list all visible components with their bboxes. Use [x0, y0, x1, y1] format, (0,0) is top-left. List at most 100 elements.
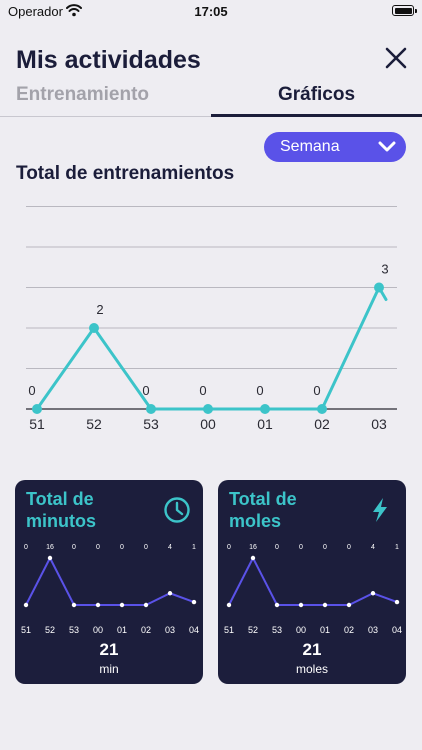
mini-data-point	[298, 602, 304, 608]
minutes-total: 21	[99, 640, 119, 659]
mini-x-tick-label: 04	[392, 625, 402, 635]
mini-data-point	[346, 602, 352, 608]
mini-data-label: 0	[227, 544, 231, 551]
series-line-tail	[377, 286, 388, 301]
x-tick-label: 00	[200, 416, 216, 432]
mini-data-point	[274, 602, 280, 608]
mini-data-label: 1	[395, 544, 399, 551]
data-label: 0	[142, 383, 149, 398]
x-tick-label: 02	[314, 416, 330, 432]
mini-data-point	[71, 602, 77, 608]
mini-x-tick-label: 01	[117, 625, 127, 635]
mini-data-label: 4	[168, 544, 172, 551]
mini-data-label: 0	[347, 544, 351, 551]
mini-data-label: 0	[24, 544, 28, 551]
mini-data-point	[95, 602, 101, 608]
mini-data-label: 16	[249, 544, 257, 551]
data-label: 0	[256, 383, 263, 398]
mini-data-point	[167, 591, 173, 596]
mini-data-label: 1	[192, 544, 196, 551]
x-tick-label: 01	[257, 416, 273, 432]
close-button[interactable]	[380, 42, 412, 74]
mini-data-point	[47, 555, 53, 561]
minutes-card[interactable]: Total de minutos 0 51 16 52 0 53 0 00 0 01 0 02 4 03 1…	[15, 480, 203, 684]
mini-data-label: 0	[275, 544, 279, 551]
mini-series-line	[228, 555, 398, 606]
mini-data-label: 0	[96, 544, 100, 551]
chart-x-ticks: 51 52 53 00 01 02 03	[29, 416, 387, 432]
chart-series: 0 2 0 0 0 0 3	[28, 262, 389, 414]
minutes-card-title-line2: minutos	[26, 511, 96, 531]
minutes-unit: min	[99, 662, 119, 676]
mini-data-label: 0	[299, 544, 303, 551]
x-tick-label: 52	[86, 416, 102, 432]
mini-data-label: 0	[72, 544, 76, 551]
mini-data-point	[119, 602, 125, 608]
mini-data-point	[322, 602, 328, 608]
data-label: 0	[313, 383, 320, 398]
tab-entrenamiento-label: Entrenamiento	[16, 84, 150, 105]
data-label: 0	[199, 383, 206, 398]
chart-grid	[26, 206, 397, 410]
mini-data-label: 16	[46, 544, 54, 551]
data-label: 0	[28, 383, 35, 398]
mini-x-tick-label: 02	[141, 625, 151, 635]
workouts-line-chart: 020 0 0 03 51 52 53 00 01 02 03	[26, 206, 397, 432]
mini-x-tick-label: 53	[272, 625, 282, 635]
mini-x-tick-label: 01	[320, 625, 330, 635]
moles-card[interactable]: Total de moles 0 51 16 52 0 53 0 00 0 01 0 02 4 03 1 04…	[218, 480, 406, 684]
status-bar: Operador 17:05	[0, 0, 422, 22]
battery-icon	[392, 5, 417, 16]
mini-data-point	[250, 555, 256, 561]
data-label: 2	[96, 302, 103, 317]
moles-card-title-line1: Total de	[229, 489, 297, 509]
moles-unit: moles	[295, 662, 328, 676]
tab-graficos-label: Gráficos	[277, 84, 356, 105]
mini-data-point	[23, 602, 29, 608]
wifi-icon	[66, 3, 82, 22]
mini-data-point	[370, 591, 376, 596]
tab-graficos[interactable]: Gráficos	[211, 82, 422, 117]
moles-card-title-line2: moles	[229, 511, 282, 531]
mini-data-label: 0	[323, 544, 327, 551]
close-icon	[385, 47, 407, 69]
mini-data-label: 4	[371, 544, 375, 551]
page-title: Mis actividades	[16, 46, 201, 74]
mini-x-tick-label: 04	[189, 625, 199, 635]
x-tick-label: 03	[371, 416, 387, 432]
clock-icon	[164, 497, 190, 523]
section-title: Total de entrenamientos	[16, 163, 235, 184]
mini-x-tick-label: 00	[296, 625, 306, 635]
tab-entrenamiento[interactable]: Entrenamiento	[16, 82, 206, 116]
mini-data-point	[143, 602, 149, 608]
x-tick-label: 51	[29, 416, 45, 432]
period-select-value: Semana	[280, 138, 340, 155]
moles-card-title: Total de moles	[229, 488, 359, 532]
moles-total: 21	[302, 640, 322, 659]
mini-series-line	[25, 555, 195, 606]
chevron-down-icon	[378, 141, 396, 152]
data-point	[89, 323, 99, 333]
data-point	[317, 404, 327, 414]
active-tab-indicator	[211, 114, 422, 117]
data-point	[146, 404, 156, 414]
mini-x-tick-label: 03	[368, 625, 378, 635]
mini-x-tick-label: 53	[69, 625, 79, 635]
status-time: 17:05	[194, 4, 228, 19]
carrier-label: Operador	[8, 4, 63, 19]
mini-x-tick-label: 00	[93, 625, 103, 635]
mini-x-tick-label: 02	[344, 625, 354, 635]
period-select[interactable]: Semana	[264, 132, 406, 162]
mini-x-tick-label: 51	[224, 625, 234, 635]
mini-x-tick-label: 52	[45, 625, 55, 635]
mini-data-point	[191, 599, 197, 605]
data-label: 3	[381, 262, 388, 277]
mini-data-point	[226, 602, 232, 608]
x-tick-label: 53	[143, 416, 159, 432]
mini-data-label: 0	[144, 544, 148, 551]
mini-data-label: 0	[120, 544, 124, 551]
tab-bar: Entrenamiento Gráficos	[0, 82, 422, 117]
minutes-card-title-line1: Total de	[26, 489, 94, 509]
